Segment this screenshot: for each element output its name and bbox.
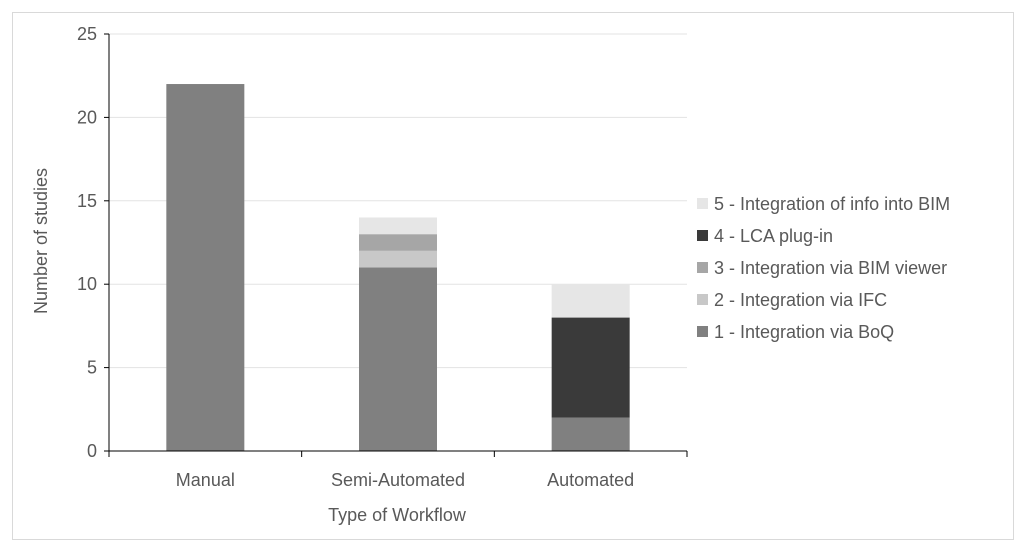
x-tick-label-0: Manual (176, 470, 235, 490)
bar-segment-2-0 (551, 417, 630, 451)
legend-entry-1: 1 - Integration via BoQ (697, 322, 894, 342)
legend-label: 5 - Integration of info into BIM (714, 194, 950, 214)
legend-swatch (697, 198, 708, 209)
bar-segment-0-0 (166, 84, 245, 451)
bars (166, 84, 630, 451)
legend: 5 - Integration of info into BIM 4 - LCA … (697, 194, 950, 342)
legend-label: 3 - Integration via BIM viewer (714, 258, 947, 278)
x-tick-label-1: Semi-Automated (331, 470, 465, 490)
y-tick-label-2: 10 (77, 274, 97, 294)
y-tick-label-3: 15 (77, 191, 97, 211)
x-axis-title: Type of Workflow (328, 505, 467, 525)
y-axis-title: Number of studies (31, 168, 51, 314)
legend-entry-2: 2 - Integration via IFC (697, 290, 887, 310)
bar-segment-1-2 (359, 234, 437, 251)
bar-segment-1-1 (359, 250, 437, 268)
legend-label: 4 - LCA plug-in (714, 226, 833, 246)
legend-swatch (697, 230, 708, 241)
legend-entry-4: 4 - LCA plug-in (697, 226, 833, 246)
legend-entry-3: 3 - Integration via BIM viewer (697, 258, 947, 278)
bar-segment-2-3 (551, 317, 630, 418)
bar-segment-2-4 (551, 284, 630, 318)
legend-swatch (697, 262, 708, 273)
y-tick-label-1: 5 (87, 358, 97, 378)
bar-segment-1-4 (359, 217, 437, 235)
x-tick-labels: Manual Semi-Automated Automated (176, 470, 634, 490)
legend-entry-5: 5 - Integration of info into BIM (697, 194, 950, 214)
legend-swatch (697, 326, 708, 337)
legend-label: 2 - Integration via IFC (714, 290, 887, 310)
y-tick-label-0: 0 (87, 441, 97, 461)
x-tick-label-2: Automated (547, 470, 634, 490)
legend-label: 1 - Integration via BoQ (714, 322, 894, 342)
legend-swatch (697, 294, 708, 305)
y-tick-labels: 0 5 10 15 20 25 (77, 24, 97, 461)
bar-segment-1-0 (359, 267, 437, 451)
axes (108, 34, 688, 457)
y-tick-label-4: 20 (77, 107, 97, 127)
y-tick-label-5: 25 (77, 24, 97, 44)
